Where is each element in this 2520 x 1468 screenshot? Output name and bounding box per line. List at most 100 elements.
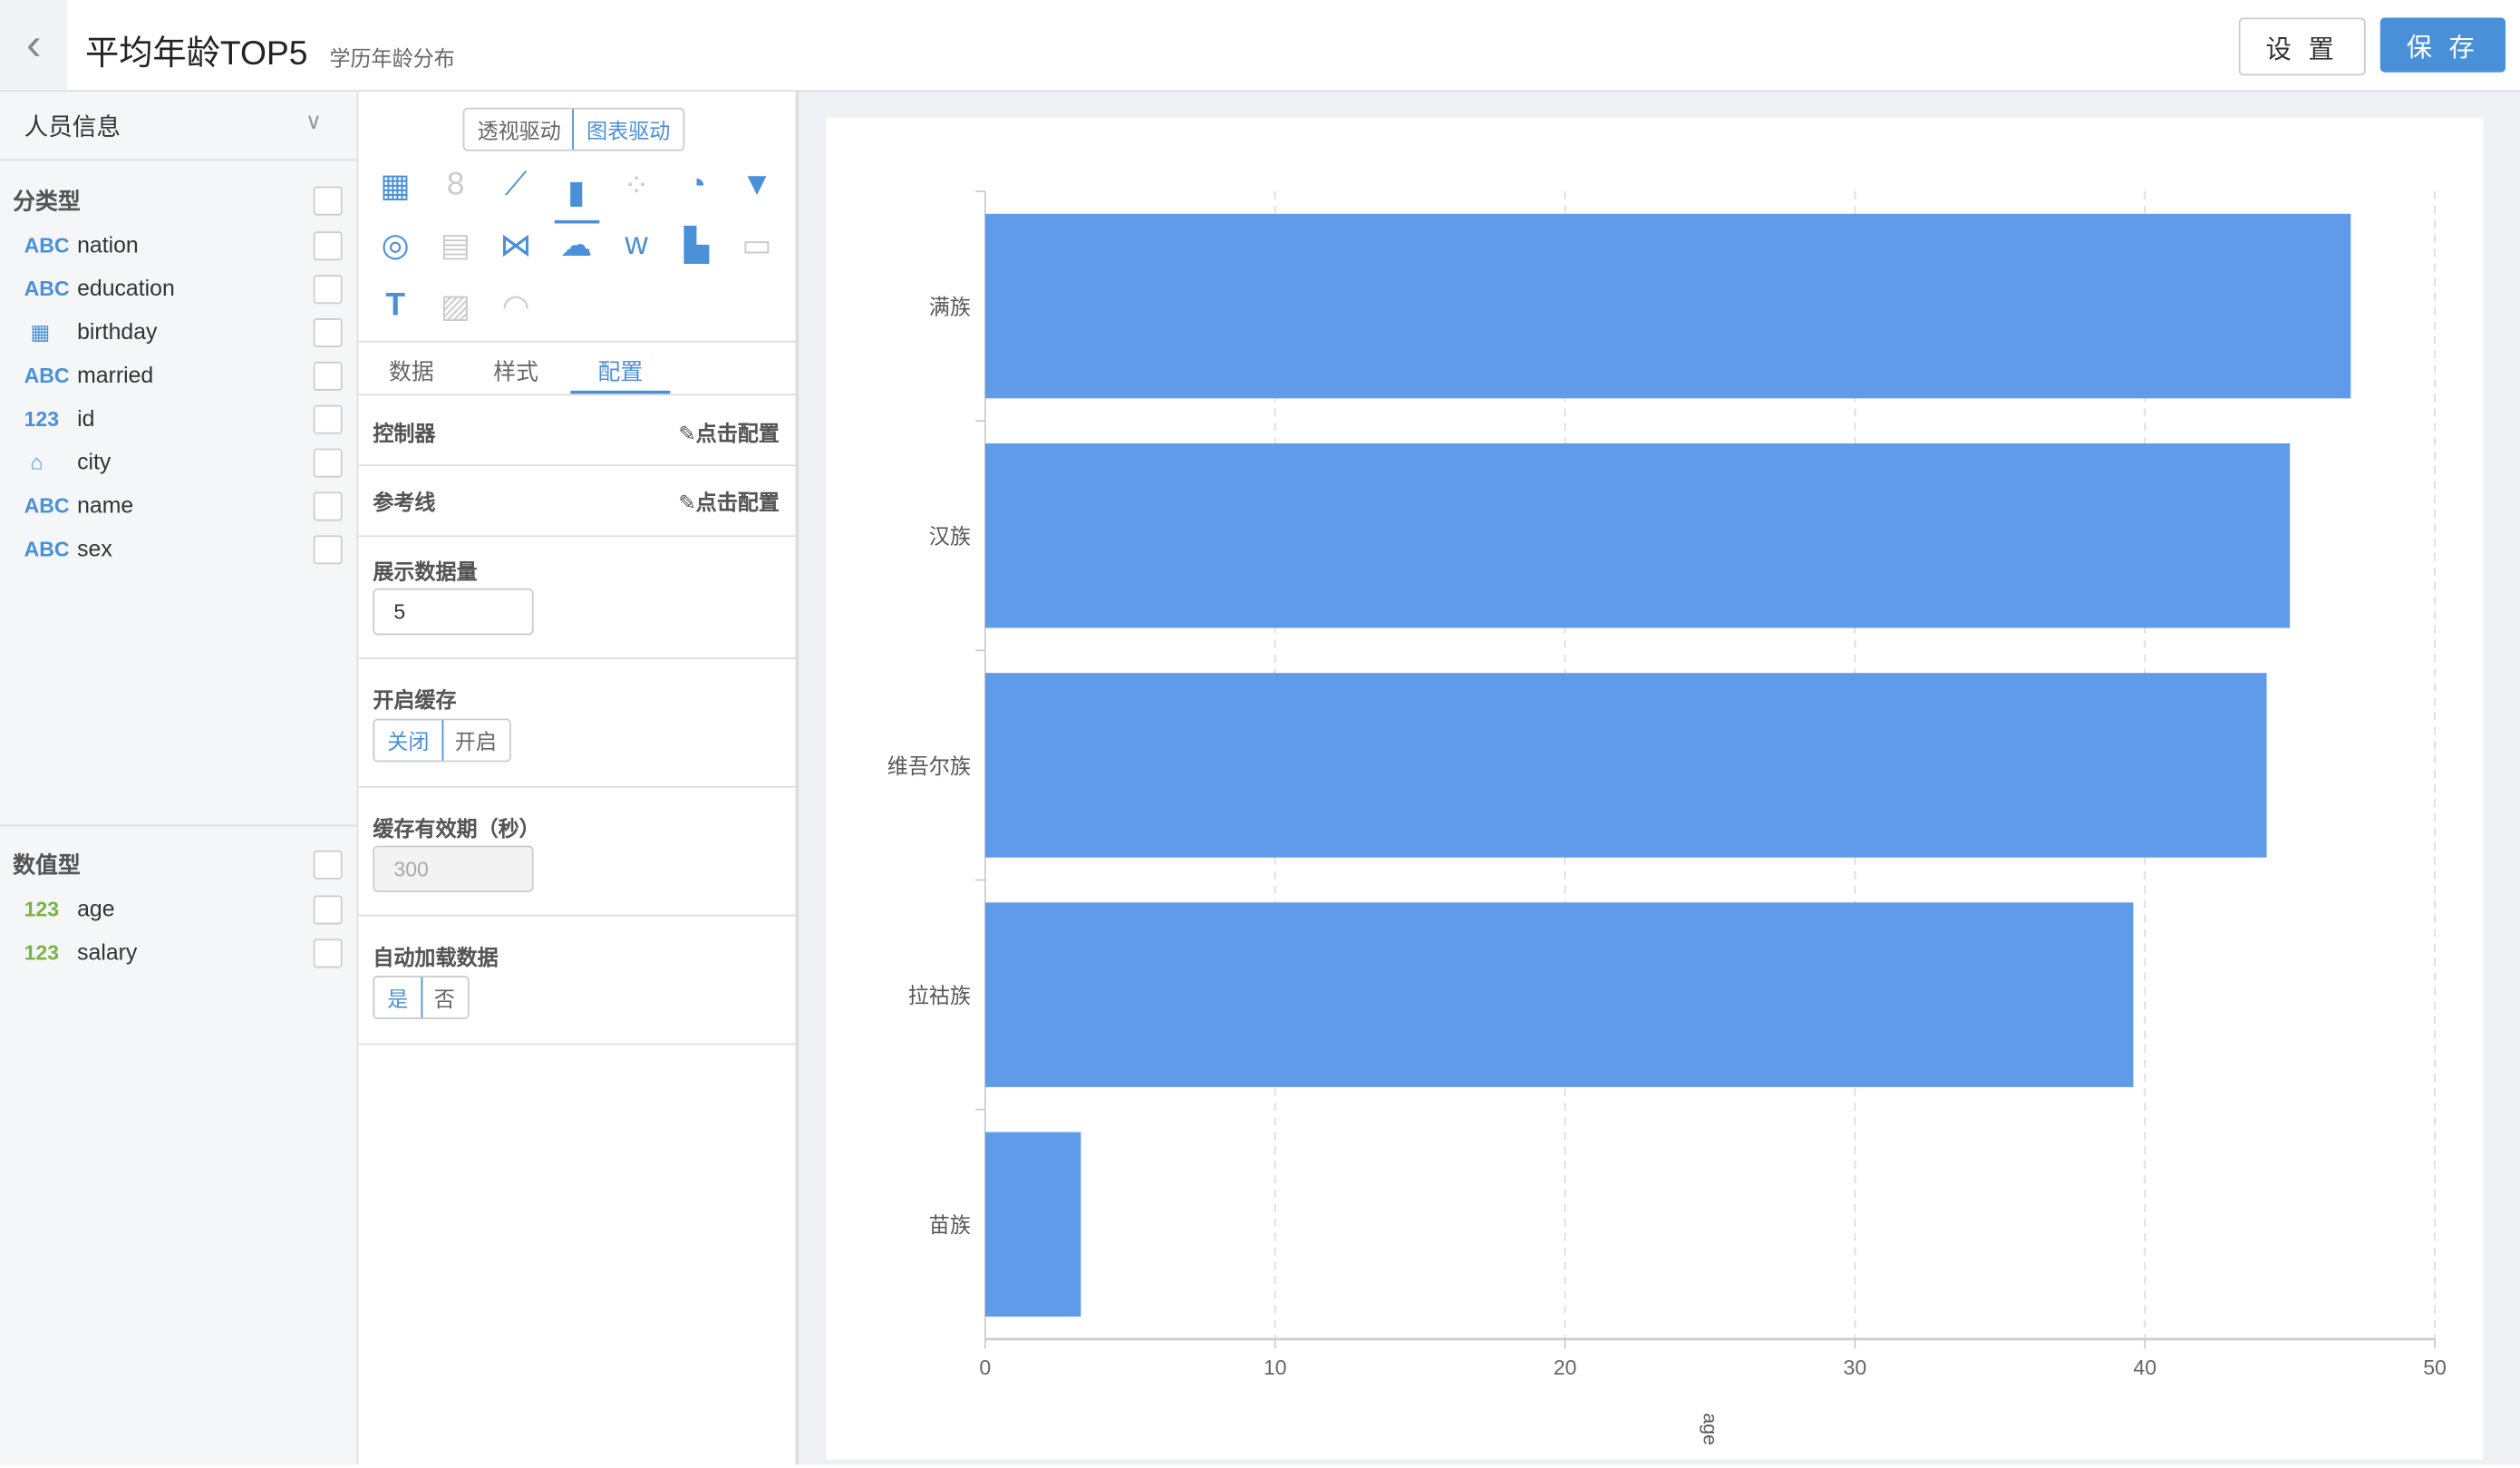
x-tick-label: 30 <box>1844 1356 1867 1379</box>
field-item-education[interactable]: ABC education <box>0 267 357 310</box>
categorical-title: 分类型 <box>13 188 81 214</box>
bar[interactable] <box>984 1132 1081 1317</box>
save-button[interactable]: 保 存 <box>2379 17 2506 73</box>
x-tick-label: 20 <box>1554 1356 1577 1379</box>
field-type-badge: ABC <box>24 276 70 301</box>
field-name: age <box>77 895 115 921</box>
field-checkbox[interactable] <box>313 938 343 968</box>
controller-config-link[interactable]: ✎点击配置 <box>678 421 780 446</box>
waterfall-chart-icon[interactable]: ▙ <box>683 228 710 264</box>
scatter-chart-icon[interactable]: ⁘ <box>623 168 650 204</box>
settings-button[interactable]: 设 置 <box>2238 17 2366 76</box>
field-item-nation[interactable]: ABC nation <box>0 223 357 267</box>
field-item-married[interactable]: ABC married <box>0 354 357 397</box>
chart-area: 0 10 20 30 40 50 满族 汉族 维吾尔族 拉祜族 苗族 age <box>826 117 2484 1460</box>
field-name: id <box>77 404 95 432</box>
field-item-birthday[interactable]: ▦ birthday <box>0 310 357 354</box>
field-checkbox[interactable] <box>313 448 343 478</box>
field-type-badge: 123 <box>24 406 60 432</box>
radar-chart-icon[interactable]: ◎ <box>381 228 410 264</box>
field-name: birthday <box>77 318 158 345</box>
limit-input[interactable]: 5 <box>373 588 534 636</box>
iframe-chart-icon[interactable]: ▭ <box>741 228 772 264</box>
china-map-chart-icon[interactable]: ☁ <box>559 228 593 264</box>
x-tick-label: 10 <box>1264 1356 1287 1379</box>
autoload-label: 自动加载数据 <box>373 945 499 970</box>
field-name: city <box>77 448 111 475</box>
sankey-chart-icon[interactable]: ▤ <box>440 228 471 264</box>
kpi-chart-icon[interactable]: ▨ <box>440 288 471 325</box>
categorical-checkbox[interactable] <box>313 186 343 216</box>
x-tick-label: 50 <box>2423 1356 2447 1379</box>
field-checkbox[interactable] <box>313 404 343 434</box>
number-card-chart-icon[interactable]: 8 <box>446 166 465 202</box>
autoload-no[interactable]: 否 <box>433 987 455 1012</box>
refline-config-link[interactable]: ✎点击配置 <box>678 490 780 515</box>
field-checkbox[interactable] <box>313 491 343 521</box>
mode-chart[interactable]: 图表驱动 <box>572 109 683 150</box>
cache-label: 开启缓存 <box>373 687 457 713</box>
cache-on[interactable]: 开启 <box>454 729 497 754</box>
numeric-checkbox[interactable] <box>313 850 343 880</box>
field-item-sex[interactable]: ABC sex <box>0 528 357 571</box>
back-button[interactable]: ‹ <box>0 0 68 91</box>
field-item-name[interactable]: ABC name <box>0 484 357 528</box>
chevron-down-icon: ∨ <box>305 107 323 134</box>
page-subtitle: 学历年龄分布 <box>329 46 455 72</box>
controller-row: 控制器 ✎点击配置 <box>358 394 796 467</box>
edit-icon: ✎ <box>678 490 696 515</box>
config-panel: 透视驱动 图表驱动 ▦ 8 ⟋ ▮ ⁘ ◔ ▼ ◎ ▤ ⋈ ☁ w ▙ ▭ T ▨ ◠ 数据 样式 配置 控制器 ✎… <box>358 92 800 1465</box>
bar[interactable] <box>984 213 2351 399</box>
field-type-badge: 123 <box>24 940 60 965</box>
dataset-name: 人员信息 <box>24 113 121 142</box>
field-item-age[interactable]: 123 age <box>0 888 357 931</box>
y-tick-label: 汉族 <box>929 525 971 549</box>
controller-label: 控制器 <box>373 421 436 446</box>
cache-row: 开启缓存 关闭 开启 <box>358 659 796 788</box>
parallel-chart-icon[interactable]: ⋈ <box>499 228 532 264</box>
tab-config[interactable]: 配置 <box>570 355 671 394</box>
bar-chart-icon[interactable]: ▮ <box>553 162 599 224</box>
limit-label: 展示数据量 <box>373 559 478 584</box>
pie-chart-icon[interactable]: ◔ <box>686 166 707 202</box>
field-checkbox[interactable] <box>313 895 343 925</box>
field-checkbox[interactable] <box>313 275 343 305</box>
page-title: 平均年龄TOP5 <box>84 35 308 73</box>
mode-pivot[interactable]: 透视驱动 <box>477 119 561 143</box>
map-pin-icon: ⌂ <box>30 450 44 475</box>
bar[interactable] <box>984 902 2134 1087</box>
cache-off[interactable]: 关闭 <box>374 720 444 761</box>
refline-row: 参考线 ✎点击配置 <box>358 464 796 538</box>
funnel-chart-icon[interactable]: ▼ <box>741 166 773 202</box>
field-item-salary[interactable]: 123 salary <box>0 931 357 975</box>
expire-label: 缓存有效期（秒） <box>373 816 540 841</box>
bar[interactable] <box>984 673 2267 858</box>
field-checkbox[interactable] <box>313 361 343 391</box>
refline-label: 参考线 <box>373 490 436 515</box>
top-bar: ‹ 平均年龄TOP5 学历年龄分布 设 置 保 存 <box>0 0 2520 92</box>
field-checkbox[interactable] <box>313 318 343 347</box>
word-cloud-chart-icon[interactable]: w <box>625 226 648 262</box>
tab-data[interactable]: 数据 <box>389 358 434 384</box>
gauge-chart-icon[interactable]: ◠ <box>501 288 530 325</box>
field-name: nation <box>77 231 139 258</box>
autoload-yes[interactable]: 是 <box>374 977 423 1018</box>
x-tick-label: 0 <box>979 1356 991 1379</box>
field-checkbox[interactable] <box>313 535 343 565</box>
dataset-select[interactable]: 人员信息 ∨ <box>0 92 357 161</box>
field-name: sex <box>77 535 112 561</box>
field-item-id[interactable]: 123 id <box>0 397 357 441</box>
y-tick-label: 维吾尔族 <box>887 754 971 778</box>
table-chart-icon[interactable]: ▦ <box>380 168 411 204</box>
field-sidebar: 人员信息 ∨ 分类型 ABC nation ABC education ▦ birthda… <box>0 92 359 1465</box>
field-checkbox[interactable] <box>313 231 343 261</box>
text-chart-icon[interactable]: T <box>385 287 405 323</box>
tab-style[interactable]: 样式 <box>493 358 538 384</box>
bar[interactable] <box>984 442 2291 628</box>
line-chart-icon[interactable]: ⟋ <box>504 166 528 202</box>
expire-input[interactable]: 300 <box>373 845 534 892</box>
field-item-city[interactable]: ⌂ city <box>0 441 357 484</box>
field-name: married <box>77 361 154 388</box>
limit-row: 展示数据量 5 <box>358 537 796 659</box>
